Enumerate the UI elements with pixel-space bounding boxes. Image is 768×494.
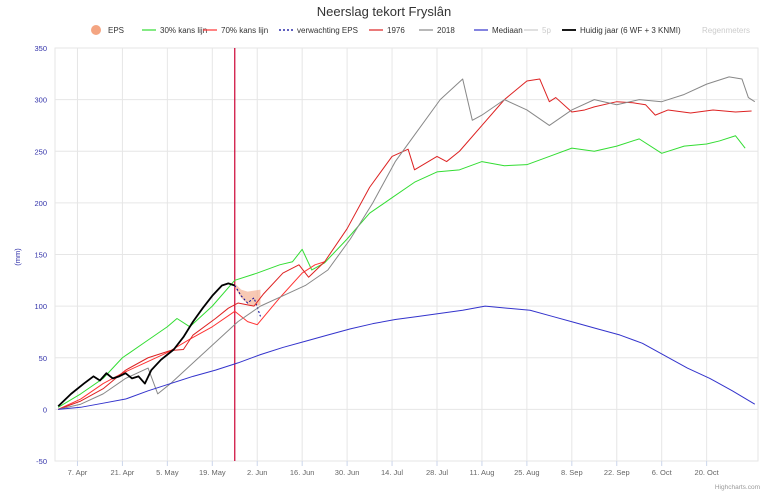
- credits-link[interactable]: Highcharts.com: [715, 484, 760, 491]
- legend-label: 5p: [542, 26, 551, 35]
- x-tick-label: 25. Aug: [514, 468, 539, 477]
- y-tick-label: 0: [43, 405, 47, 414]
- legend-label: verwachting EPS: [297, 26, 358, 35]
- y-tick-label: 150: [34, 251, 47, 260]
- legend-symbol: [91, 25, 101, 35]
- legend-item-9[interactable]: Regenmeters: [702, 26, 750, 35]
- legend-label: 2018: [437, 26, 455, 35]
- series-line-2: [58, 261, 325, 410]
- series-line-1: [57, 135, 746, 408]
- x-tick-label: 6. Oct: [652, 468, 673, 477]
- y-tick-label: 300: [34, 96, 47, 105]
- y-tick-label: -50: [36, 457, 47, 466]
- y-tick-label: 100: [34, 302, 47, 311]
- legend-label: 70% kans lijn: [221, 26, 268, 35]
- x-tick-label: 20. Oct: [695, 468, 720, 477]
- x-tick-label: 11. Aug: [469, 468, 494, 477]
- legend-item-2[interactable]: 70% kans lijn: [203, 26, 268, 35]
- series-group: [57, 48, 756, 461]
- legend-item-0[interactable]: EPS: [91, 25, 124, 35]
- grid: [54, 47, 759, 466]
- series-line-4: [58, 78, 752, 410]
- y-tick-label: 250: [34, 147, 47, 156]
- chart-title: Neerslag tekort Fryslân: [317, 4, 451, 19]
- legend-item-8[interactable]: Huidig jaar (6 WF + 3 KNMI): [562, 26, 681, 35]
- x-tick-label: 7. Apr: [68, 468, 88, 477]
- x-tick-label: 8. Sep: [561, 468, 583, 477]
- legend-item-3[interactable]: verwachting EPS: [279, 26, 358, 35]
- x-tick-label: 14. Jul: [381, 468, 403, 477]
- legend-label: 1976: [387, 26, 405, 35]
- x-tick-label: 2. Jun: [247, 468, 267, 477]
- legend-item-1[interactable]: 30% kans lijn: [142, 26, 207, 35]
- x-tick-label: 19. May: [199, 468, 226, 477]
- legend[interactable]: EPS 30% kans lijn 70% kans lijn verwachting…: [91, 25, 750, 35]
- y-tick-label: 50: [39, 354, 47, 363]
- series-line-8: [57, 282, 236, 407]
- legend-item-6[interactable]: Mediaan: [474, 26, 523, 35]
- x-axis-ticks: 7. Apr 21. Apr 5. May 19. May 2. Jun 16. Jun 3…: [68, 468, 720, 477]
- legend-label: Regenmeters: [702, 26, 750, 35]
- legend-item-7[interactable]: 5p: [524, 26, 551, 35]
- y-axis-ticks: -50 0 50 100 150 200 250 300 350: [34, 44, 47, 466]
- x-tick-label: 28. Jul: [426, 468, 448, 477]
- legend-item-4[interactable]: 1976: [369, 26, 405, 35]
- y-tick-label: 200: [34, 199, 47, 208]
- legend-label: EPS: [108, 26, 124, 35]
- x-tick-label: 16. Jun: [290, 468, 315, 477]
- x-tick-label: 21. Apr: [111, 468, 135, 477]
- x-tick-label: 22. Sep: [604, 468, 630, 477]
- series-line-5: [58, 76, 756, 410]
- y-axis-label: (mm): [13, 248, 22, 266]
- legend-label: 30% kans lijn: [160, 26, 207, 35]
- series-eps-area: [234, 283, 261, 307]
- legend-item-5[interactable]: 2018: [419, 26, 455, 35]
- y-tick-label: 350: [34, 44, 47, 53]
- legend-label: Huidig jaar (6 WF + 3 KNMI): [580, 26, 681, 35]
- legend-label: Mediaan: [492, 26, 523, 35]
- series-line-6: [58, 305, 756, 410]
- x-tick-label: 5. May: [156, 468, 179, 477]
- x-tick-label: 30. Jun: [335, 468, 360, 477]
